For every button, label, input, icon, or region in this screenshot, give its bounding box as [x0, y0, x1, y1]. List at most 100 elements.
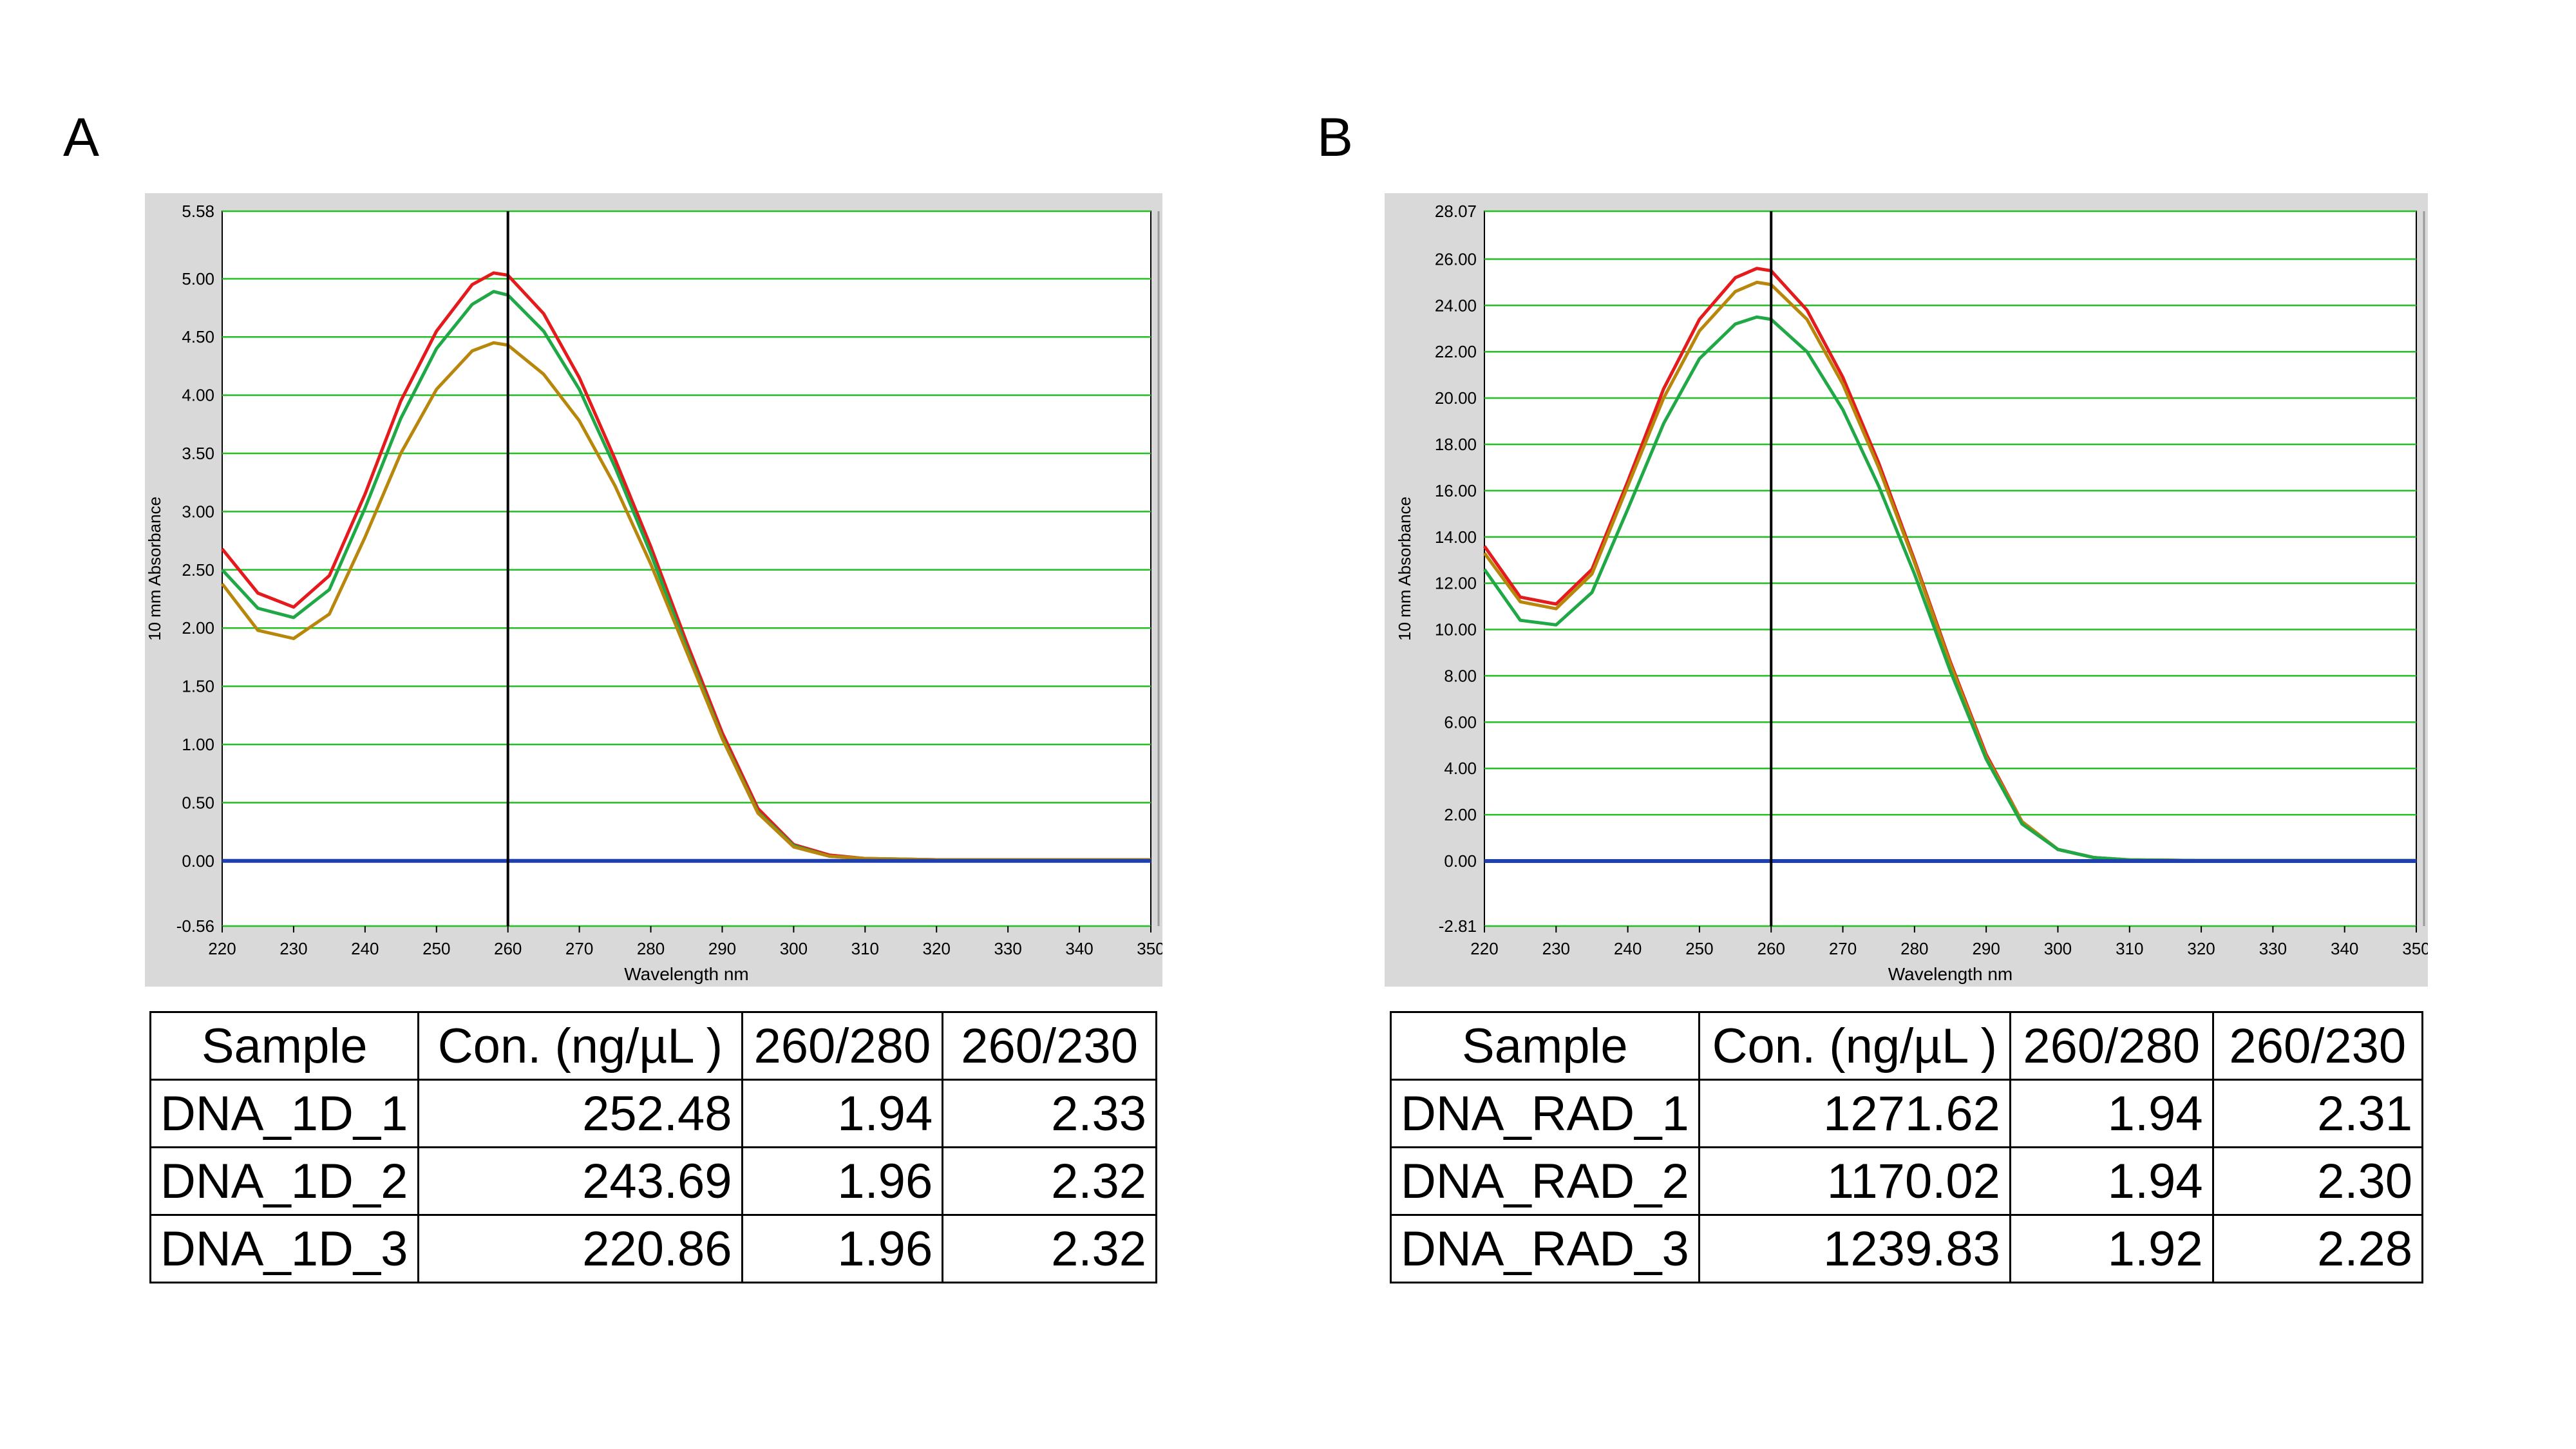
panel-a-x-tick-label: 230 — [279, 939, 307, 958]
panel-b-x-tick-label: 220 — [1470, 939, 1498, 958]
panel-b-x-tick-label: 320 — [2187, 939, 2215, 958]
panel-a-y-tick-label: -0.56 — [176, 916, 214, 936]
panel-a-series-dna-1d-3 — [221, 341, 1151, 862]
panel-b-y-tick-label: 16.00 — [1435, 481, 1477, 500]
table-row: DNA_1D_2 243.69 1.96 2.32 — [149, 1146, 1157, 1216]
ratio-260-280-cell: 1.94 — [741, 1079, 944, 1148]
panel-b-x-tick-label: 300 — [2044, 939, 2072, 958]
panel-b-y-tick-label: 26.00 — [1435, 249, 1477, 269]
panel-a-y-tick-label: 2.50 — [182, 560, 214, 580]
panel-a-x-tick-label: 250 — [422, 939, 450, 958]
panel-b-plot-area — [1484, 211, 2417, 927]
panel-b-y-tick-label: 28.07 — [1435, 202, 1477, 221]
panel-a-results-table: Sample Con. (ng/µL ) 260/280 260/230 DNA… — [149, 1011, 1157, 1283]
concentration-cell: 243.69 — [417, 1146, 743, 1216]
panel-a-x-axis-label: Wavelength nm — [624, 964, 749, 984]
panel-b-x-tick-label: 340 — [2331, 939, 2358, 958]
concentration-cell: 252.48 — [417, 1079, 743, 1148]
ratio-260-230-cell: 2.30 — [2211, 1146, 2424, 1216]
panel-a-y-tick-label: 5.58 — [182, 202, 214, 221]
col-header-260-280: 260/280 — [741, 1011, 944, 1081]
sample-name-cell: DNA_1D_3 — [149, 1214, 420, 1283]
concentration-cell: 1239.83 — [1698, 1214, 2011, 1283]
table-row: DNA_RAD_1 1271.62 1.94 2.31 — [1390, 1079, 2424, 1148]
panel-a-x-tick-label: 340 — [1065, 939, 1093, 958]
panel-a-y-tick-label: 3.00 — [182, 502, 214, 521]
panel-b-x-tick-label: 250 — [1685, 939, 1713, 958]
panel-a-chart-svg: -0.56 0.00 0.50 1.00 1.50 2.00 2.50 3.00 3.50 4.0… — [145, 202, 1162, 984]
ratio-260-230-cell: 2.32 — [942, 1146, 1157, 1216]
panel-b-x-tick-label: 310 — [2116, 939, 2143, 958]
panel-b-y-tick-label: 22.00 — [1435, 342, 1477, 361]
ratio-260-280-cell: 1.96 — [741, 1146, 944, 1216]
panel-b-x-tick-label: 240 — [1614, 939, 1642, 958]
panel-b-y-tick-label: 10.00 — [1435, 620, 1477, 639]
table-row: DNA_1D_1 252.48 1.94 2.33 — [149, 1079, 1157, 1148]
ratio-260-230-cell: 2.32 — [942, 1214, 1157, 1283]
table-row: DNA_RAD_3 1239.83 1.92 2.28 — [1390, 1214, 2424, 1283]
panel-a-x-tick-label: 350 — [1137, 939, 1162, 958]
ratio-260-230-cell: 2.28 — [2211, 1214, 2424, 1283]
sample-name-cell: DNA_1D_1 — [149, 1079, 420, 1148]
panel-b-x-axis-label: Wavelength nm — [1888, 964, 2013, 984]
ratio-260-280-cell: 1.92 — [2009, 1214, 2214, 1283]
panel-b-x-tick-label: 330 — [2259, 939, 2287, 958]
panel-a-y-tick-label: 1.50 — [182, 677, 214, 696]
table-header-row: Sample Con. (ng/µL ) 260/280 260/230 — [1390, 1011, 2424, 1081]
table-row: DNA_RAD_2 1170.02 1.94 2.30 — [1390, 1146, 2424, 1216]
concentration-cell: 1271.62 — [1698, 1079, 2011, 1148]
panel-a-y-tick-label: 0.50 — [182, 793, 214, 812]
panel-b-y-tick-label: 4.00 — [1444, 759, 1477, 778]
ratio-260-280-cell: 1.94 — [2009, 1079, 2214, 1148]
table-header-row: Sample Con. (ng/µL ) 260/280 260/230 — [149, 1011, 1157, 1081]
panel-b-y-tick-label: 12.00 — [1435, 574, 1477, 593]
panel-b-x-tick-label: 290 — [1972, 939, 2000, 958]
panel-b-y-tick-label: 6.00 — [1444, 712, 1477, 732]
concentration-cell: 1170.02 — [1698, 1146, 2011, 1216]
panel-b-results-table: Sample Con. (ng/µL ) 260/280 260/230 DNA… — [1390, 1011, 2424, 1283]
panel-b-y-tick-label: 20.00 — [1435, 388, 1477, 408]
panel-b-x-tick-label: 230 — [1542, 939, 1570, 958]
panel-a-x-tick-label: 290 — [708, 939, 736, 958]
panel-a-plot-area — [222, 211, 1151, 927]
panel-a-x-tick-label: 300 — [780, 939, 808, 958]
panel-a-x-tick-label: 220 — [208, 939, 236, 958]
panel-b-x-tick-label: 350 — [2402, 939, 2428, 958]
panel-a-x-tick-label: 270 — [565, 939, 593, 958]
sample-name-cell: DNA_1D_2 — [149, 1146, 420, 1216]
ratio-260-280-cell: 1.96 — [741, 1214, 944, 1283]
panel-a-x-tick-label: 240 — [351, 939, 379, 958]
col-header-sample: Sample — [149, 1011, 420, 1081]
panel-b-letter: B — [1317, 107, 1354, 167]
col-header-260-230: 260/230 — [2211, 1011, 2424, 1081]
panel-a-x-tick-label: 280 — [637, 939, 665, 958]
panel-a-y-tick-label: 1.00 — [182, 735, 214, 754]
panel-a-y-tick-label: 0.00 — [182, 851, 214, 871]
col-header-260-230: 260/230 — [942, 1011, 1157, 1081]
panel-a-y-axis-label: 10 mm Absorbance — [145, 497, 164, 641]
sample-name-cell: DNA_RAD_3 — [1390, 1214, 1700, 1283]
panel-a-x-tick-label: 330 — [994, 939, 1021, 958]
col-header-concentration: Con. (ng/µL ) — [1698, 1011, 2011, 1081]
panel-a-y-tick-label: 4.00 — [182, 386, 214, 405]
ratio-260-230-cell: 2.31 — [2211, 1079, 2424, 1148]
col-header-concentration: Con. (ng/µL ) — [417, 1011, 743, 1081]
table-row: DNA_1D_3 220.86 1.96 2.32 — [149, 1214, 1157, 1283]
panel-b-y-tick-label: 14.00 — [1435, 527, 1477, 547]
panel-b-chart-svg: -2.81 0.00 2.00 4.00 6.00 8.00 10.00 12.00 14.00… — [1395, 202, 2428, 984]
panel-a-y-tick-label: 2.00 — [182, 618, 214, 638]
panel-a-x-tick-label: 260 — [494, 939, 522, 958]
sample-name-cell: DNA_RAD_2 — [1390, 1146, 1700, 1216]
panel-b-y-tick-label: 24.00 — [1435, 296, 1477, 315]
panel-a-letter: A — [63, 107, 100, 167]
panel-b-spectrum-chart: -2.81 0.00 2.00 4.00 6.00 8.00 10.00 12.00 14.00… — [1385, 193, 2428, 987]
panel-a-x-tick-label: 310 — [851, 939, 879, 958]
panel-a-y-tick-label: 4.50 — [182, 327, 214, 346]
panel-b-x-tick-label: 270 — [1829, 939, 1857, 958]
col-header-sample: Sample — [1390, 1011, 1700, 1081]
ratio-260-230-cell: 2.33 — [942, 1079, 1157, 1148]
concentration-cell: 220.86 — [417, 1214, 743, 1283]
panel-a-x-tick-label: 320 — [923, 939, 951, 958]
panel-b-y-tick-label: -2.81 — [1439, 916, 1477, 936]
panel-a-spectrum-chart: -0.56 0.00 0.50 1.00 1.50 2.00 2.50 3.00 3.50 4.0… — [145, 193, 1162, 987]
